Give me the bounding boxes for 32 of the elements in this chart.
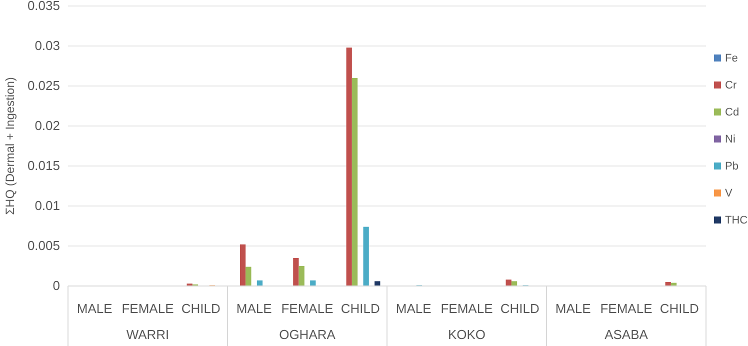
y-tick-label: 0 (52, 278, 60, 294)
text: ASABA (604, 327, 648, 342)
y-tick-label: 0.01 (34, 198, 60, 214)
y-tick-label: 0.005 (27, 238, 60, 254)
x-tick-label: CHILD (500, 301, 540, 316)
legend-label: Ni (725, 134, 736, 146)
x-tick-label: MALE (76, 301, 113, 316)
legend-label: Cd (725, 106, 740, 118)
x-tick-label: MALE (396, 301, 432, 316)
x-tick-label: CHILD (181, 301, 220, 316)
x-tick-label: FEMALE (281, 301, 334, 316)
legend-label: V (725, 188, 733, 200)
x-tick-label: FEMALE (600, 301, 653, 316)
legend-label: Pb (725, 160, 738, 172)
x-tick-label: MALE (236, 301, 272, 316)
text: KOKO (448, 327, 486, 342)
y-tick-label: 0.015 (27, 158, 60, 174)
text: WARRI (126, 327, 170, 342)
x-tick-label: MALE (555, 301, 592, 316)
legend-label: THC (725, 214, 748, 226)
y-tick-label: 0.025 (27, 78, 60, 94)
y-tick-label: 0.03 (34, 38, 60, 54)
x-tick-label: CHILD (340, 301, 380, 316)
x-tick-label: FEMALE (440, 301, 494, 316)
text: OGHARA (279, 327, 336, 342)
x-tick-label: CHILD (660, 301, 699, 316)
legend-label: Fe (725, 52, 738, 64)
y-tick-label: 0.035 (27, 0, 60, 14)
x-tick-label: FEMALE (122, 301, 174, 316)
y-tick-label: 0.02 (34, 118, 60, 134)
y-axis-title: ΣHQ (Dermal + Ingestion) (3, 77, 17, 215)
legend-label: Cr (725, 80, 737, 92)
